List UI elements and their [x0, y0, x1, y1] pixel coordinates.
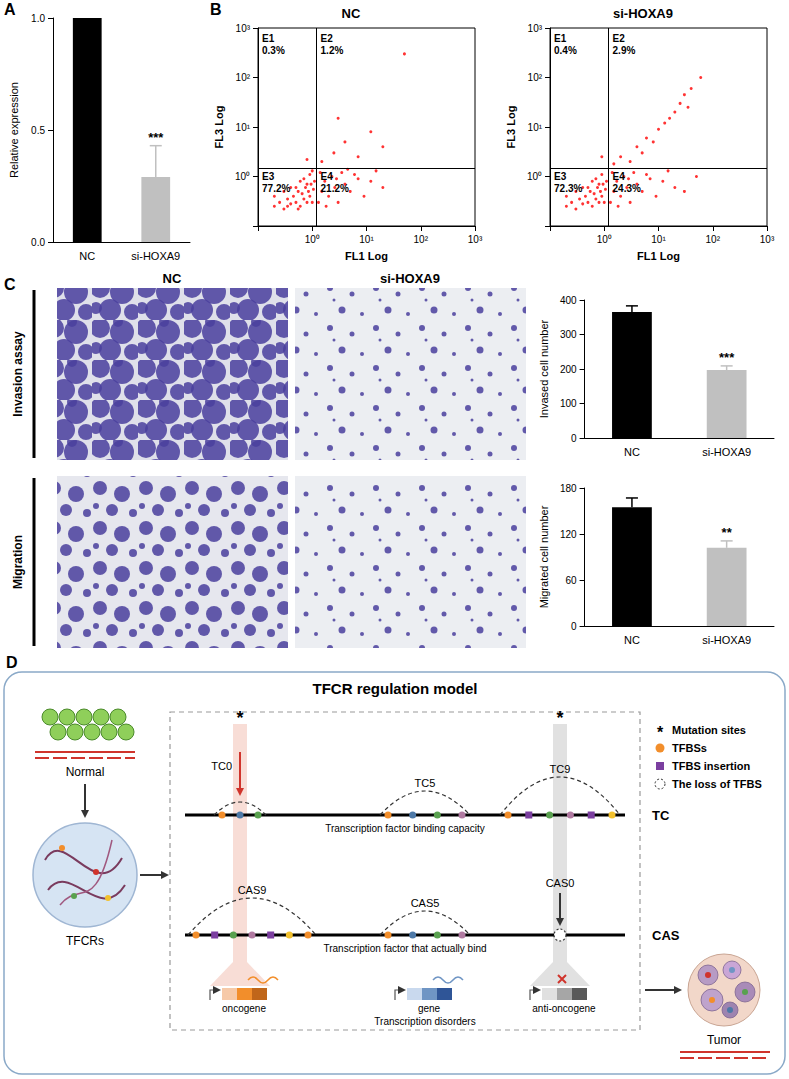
svg-text:10²: 10² [706, 234, 721, 245]
svg-text:C: C [4, 276, 16, 293]
svg-text:Transcription disorders: Transcription disorders [374, 1016, 475, 1027]
svg-text:400: 400 [560, 295, 577, 306]
svg-text:200: 200 [560, 364, 577, 375]
svg-text:Mutation sites: Mutation sites [672, 724, 746, 736]
svg-text:*: * [236, 708, 243, 728]
svg-text:si-HOXA9: si-HOXA9 [613, 6, 673, 21]
svg-text:*: * [556, 708, 563, 728]
svg-text:10²: 10² [414, 234, 429, 245]
svg-text:10³: 10³ [468, 234, 483, 245]
svg-text:72.3%: 72.3% [554, 183, 582, 194]
svg-text:120: 120 [560, 529, 577, 540]
svg-text:E1: E1 [554, 33, 567, 44]
svg-text:NC: NC [79, 250, 95, 262]
svg-text:E3: E3 [262, 171, 275, 182]
svg-text:10¹: 10¹ [651, 234, 666, 245]
svg-text:10⁰: 10⁰ [527, 171, 542, 182]
svg-text:0.0: 0.0 [31, 237, 45, 248]
svg-text:10¹: 10¹ [359, 234, 374, 245]
svg-text:gene: gene [418, 1003, 441, 1014]
svg-text:**: ** [722, 525, 733, 540]
svg-text:TFBSs: TFBSs [672, 742, 707, 754]
svg-text:10⁰: 10⁰ [235, 171, 250, 182]
svg-text:Transcription factor binding c: Transcription factor binding capacity [325, 823, 485, 834]
svg-text:Relative expression: Relative expression [8, 82, 20, 178]
svg-text:oncogene: oncogene [222, 1003, 266, 1014]
svg-text:B: B [210, 1, 222, 18]
svg-text:NC: NC [163, 271, 182, 286]
svg-text:10³: 10³ [528, 23, 543, 34]
svg-text:CAS: CAS [652, 928, 680, 943]
svg-text:100: 100 [560, 398, 577, 409]
svg-text:TC0: TC0 [211, 760, 232, 772]
svg-text:E2: E2 [321, 33, 334, 44]
svg-text:10⁰: 10⁰ [597, 234, 612, 245]
svg-text:Tumor: Tumor [707, 1033, 741, 1047]
svg-text:E1: E1 [262, 33, 275, 44]
svg-text:***: *** [719, 350, 735, 365]
svg-text:Migration: Migration [11, 535, 25, 589]
svg-text:Invased cell number: Invased cell number [538, 319, 550, 418]
svg-text:Normal: Normal [66, 765, 105, 779]
svg-text:0: 0 [571, 621, 577, 632]
svg-text:10⁰: 10⁰ [305, 234, 320, 245]
svg-text:21.2%: 21.2% [321, 183, 349, 194]
svg-text:FL1 Log: FL1 Log [637, 250, 680, 262]
svg-text:E4: E4 [613, 171, 626, 182]
svg-text:Transcription factor that actu: Transcription factor that actually bind [323, 943, 486, 954]
svg-text:FL1 Log: FL1 Log [345, 250, 388, 262]
svg-text:24.3%: 24.3% [613, 183, 641, 194]
svg-text:E4: E4 [321, 171, 334, 182]
svg-text:D: D [6, 654, 18, 671]
svg-text:CAS0: CAS0 [546, 877, 575, 889]
svg-text:NC: NC [624, 634, 640, 646]
svg-text:si-HOXA9: si-HOXA9 [380, 271, 440, 286]
svg-text:si-HOXA9: si-HOXA9 [702, 634, 751, 646]
svg-text:NC: NC [624, 446, 640, 458]
svg-text:2.9%: 2.9% [613, 45, 636, 56]
svg-text:anti-oncogene: anti-oncogene [532, 1003, 596, 1014]
svg-text:FL3 Log: FL3 Log [505, 106, 517, 149]
svg-text:CAS9: CAS9 [238, 884, 267, 896]
svg-text:FL3 Log: FL3 Log [213, 106, 225, 149]
svg-text:Migrated cell number: Migrated cell number [538, 505, 550, 608]
svg-text:10³: 10³ [760, 234, 775, 245]
svg-text:TFBS insertion: TFBS insertion [672, 760, 751, 772]
svg-text:TFCR regulation model: TFCR regulation model [313, 680, 478, 697]
svg-text:si-HOXA9: si-HOXA9 [131, 250, 180, 262]
svg-text:10²: 10² [528, 72, 543, 83]
svg-text:0.3%: 0.3% [262, 45, 285, 56]
svg-text:10¹: 10¹ [236, 122, 251, 133]
svg-text:E3: E3 [554, 171, 567, 182]
svg-text:0: 0 [571, 433, 577, 444]
svg-text:CAS5: CAS5 [411, 897, 440, 909]
svg-text:***: *** [148, 130, 164, 145]
svg-text:Invasion assay: Invasion assay [11, 331, 25, 417]
svg-text:60: 60 [565, 575, 577, 586]
svg-text:*: * [657, 724, 664, 741]
svg-text:180: 180 [560, 483, 577, 494]
svg-text:TC5: TC5 [415, 777, 436, 789]
svg-text:1.2%: 1.2% [321, 45, 344, 56]
svg-text:TC: TC [652, 808, 670, 823]
svg-text:0.4%: 0.4% [554, 45, 577, 56]
svg-text:10¹: 10¹ [528, 122, 543, 133]
svg-text:0.5: 0.5 [31, 125, 45, 136]
svg-text:si-HOXA9: si-HOXA9 [702, 446, 751, 458]
svg-text:A: A [4, 1, 16, 18]
svg-text:E2: E2 [613, 33, 626, 44]
svg-text:10²: 10² [236, 72, 251, 83]
svg-text:10³: 10³ [236, 23, 251, 34]
svg-text:300: 300 [560, 329, 577, 340]
svg-text:The loss of TFBS: The loss of TFBS [672, 778, 762, 790]
svg-text:1.0: 1.0 [31, 13, 45, 24]
svg-text:NC: NC [342, 6, 361, 21]
svg-text:77.2%: 77.2% [262, 183, 290, 194]
svg-text:TFCRs: TFCRs [66, 934, 104, 948]
svg-text:TC9: TC9 [550, 763, 571, 775]
